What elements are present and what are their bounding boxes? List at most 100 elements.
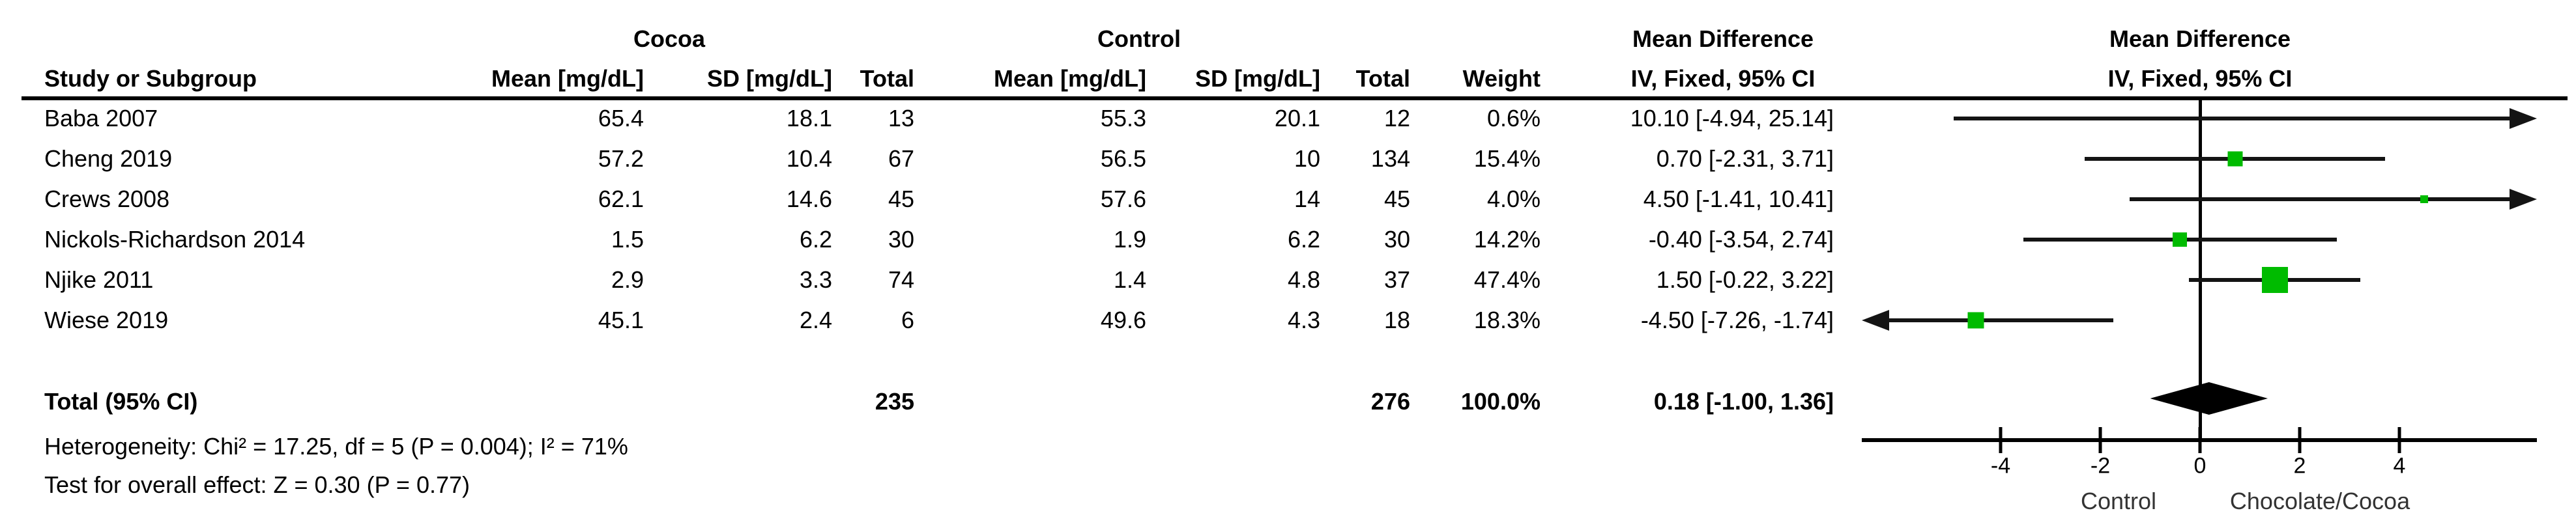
total-weight: 100.0% <box>1460 388 1541 415</box>
control-total-cell: 45 <box>1383 186 1410 213</box>
col-header-total-cocoa: Total <box>860 65 914 92</box>
control-mean-cell: 56.5 <box>1100 145 1146 173</box>
total-n-cocoa: 235 <box>875 388 914 415</box>
axis-caption-favours-cocoa: Chocolate/Cocoa <box>2229 488 2410 514</box>
weight-cell: 15.4% <box>1473 145 1541 173</box>
ci-line <box>1881 318 2113 322</box>
control-mean-cell: 57.6 <box>1100 186 1146 213</box>
ci-text-cell: 1.50 [-0.22, 3.22] <box>1656 266 1834 294</box>
overall-effect-text: Test for overall effect: Z = 0.30 (P = 0… <box>44 471 470 499</box>
control-total-cell: 134 <box>1370 145 1410 173</box>
cocoa-sd-cell: 6.2 <box>799 226 832 253</box>
col-header-weight: Weight <box>1462 65 1541 92</box>
control-sd-cell: 20.1 <box>1274 105 1320 132</box>
weight-cell: 4.0% <box>1486 186 1541 213</box>
axis-tick-mark <box>2098 427 2102 453</box>
control-total-cell: 30 <box>1383 226 1410 253</box>
cocoa-total-cell: 30 <box>888 226 914 253</box>
control-sd-cell: 6.2 <box>1287 226 1320 253</box>
group-header-cocoa: Cocoa <box>633 25 706 53</box>
control-total-cell: 37 <box>1383 266 1410 294</box>
cocoa-total-cell: 13 <box>888 105 914 132</box>
ci-line <box>2130 197 2517 201</box>
ci-text-cell: 10.10 [-4.94, 25.14] <box>1630 105 1834 132</box>
col-header-sd-cocoa: SD [mg/dL] <box>707 65 832 92</box>
cocoa-sd-cell: 14.6 <box>786 186 832 213</box>
weight-cell: 18.3% <box>1473 307 1541 334</box>
cocoa-mean-cell: 45.1 <box>598 307 644 334</box>
ci-arrow-right <box>2510 189 2537 210</box>
effect-square <box>2227 151 2243 167</box>
study-name: Baba 2007 <box>44 105 158 132</box>
ci-text-cell: 0.70 [-2.31, 3.71] <box>1656 145 1834 173</box>
study-name: Wiese 2019 <box>44 307 169 334</box>
study-name: Crews 2008 <box>44 186 170 213</box>
ci-text-cell: -0.40 [-3.54, 2.74] <box>1648 226 1834 253</box>
total-label: Total (95% CI) <box>44 388 198 415</box>
effect-square <box>2261 267 2288 293</box>
cocoa-total-cell: 6 <box>901 307 914 334</box>
control-sd-cell: 10 <box>1294 145 1320 173</box>
col-header-ci-plot: IV, Fixed, 95% CI <box>2107 65 2293 92</box>
control-sd-cell: 4.8 <box>1287 266 1320 294</box>
ci-arrow-right <box>2510 108 2537 129</box>
cocoa-total-cell: 74 <box>888 266 914 294</box>
control-mean-cell: 1.4 <box>1113 266 1146 294</box>
control-mean-cell: 55.3 <box>1100 105 1146 132</box>
cocoa-mean-cell: 57.2 <box>598 145 644 173</box>
control-mean-cell: 1.9 <box>1113 226 1146 253</box>
study-name: Nickols-Richardson 2014 <box>44 226 306 253</box>
cocoa-sd-cell: 3.3 <box>799 266 832 294</box>
axis-tick-mark <box>2397 427 2401 453</box>
axis-tick-mark <box>1999 427 2003 453</box>
axis-tick-label: -2 <box>2090 453 2111 479</box>
ci-text-cell: 4.50 [-1.41, 10.41] <box>1643 186 1834 213</box>
axis-tick-mark <box>2198 427 2202 453</box>
col-header-mean-cocoa: Mean [mg/dL] <box>491 65 644 92</box>
cocoa-mean-cell: 2.9 <box>611 266 644 294</box>
cocoa-mean-cell: 62.1 <box>598 186 644 213</box>
ci-text-cell: -4.50 [-7.26, -1.74] <box>1640 307 1834 334</box>
weight-cell: 14.2% <box>1473 226 1541 253</box>
total-ci-text: 0.18 [-1.00, 1.36] <box>1653 388 1834 415</box>
header-rule <box>22 96 2568 100</box>
col-header-study: Study or Subgroup <box>44 65 257 92</box>
effect-header-text-column: Mean Difference <box>1632 25 1814 53</box>
ci-arrow-left <box>1862 310 1889 331</box>
col-header-total-control: Total <box>1355 65 1410 92</box>
col-header-mean-control: Mean [mg/dL] <box>994 65 1146 92</box>
control-mean-cell: 49.6 <box>1100 307 1146 334</box>
control-total-cell: 18 <box>1383 307 1410 334</box>
control-sd-cell: 4.3 <box>1287 307 1320 334</box>
weight-cell: 47.4% <box>1473 266 1541 294</box>
study-name: Njike 2011 <box>44 266 154 294</box>
effect-square <box>2420 195 2429 203</box>
axis-tick-label: 2 <box>2293 453 2306 479</box>
cocoa-total-cell: 67 <box>888 145 914 173</box>
effect-square <box>2173 232 2188 247</box>
cocoa-mean-cell: 1.5 <box>611 226 644 253</box>
heterogeneity-text: Heterogeneity: Chi² = 17.25, df = 5 (P =… <box>44 433 628 460</box>
axis-caption-favours-control: Control <box>2080 488 2157 514</box>
col-header-sd-control: SD [mg/dL] <box>1195 65 1320 92</box>
total-n-control: 276 <box>1370 388 1410 415</box>
effect-header-plot-column: Mean Difference <box>2109 25 2291 53</box>
axis-tick-label: 0 <box>2193 453 2207 479</box>
cocoa-mean-cell: 65.4 <box>598 105 644 132</box>
cocoa-total-cell: 45 <box>888 186 914 213</box>
ci-line <box>1954 117 2517 120</box>
effect-square <box>1967 312 1984 329</box>
group-header-control: Control <box>1097 25 1181 53</box>
control-total-cell: 12 <box>1383 105 1410 132</box>
cocoa-sd-cell: 10.4 <box>786 145 832 173</box>
axis-tick-mark <box>2298 427 2302 453</box>
axis-tick-label: 4 <box>2393 453 2406 479</box>
weight-cell: 0.6% <box>1486 105 1541 132</box>
cocoa-sd-cell: 18.1 <box>786 105 832 132</box>
axis-tick-label: -4 <box>1990 453 2011 479</box>
pooled-effect-diamond <box>2150 382 2268 415</box>
zero-line <box>2199 100 2202 439</box>
col-header-ci-text: IV, Fixed, 95% CI <box>1630 65 1816 92</box>
study-name: Cheng 2019 <box>44 145 173 173</box>
